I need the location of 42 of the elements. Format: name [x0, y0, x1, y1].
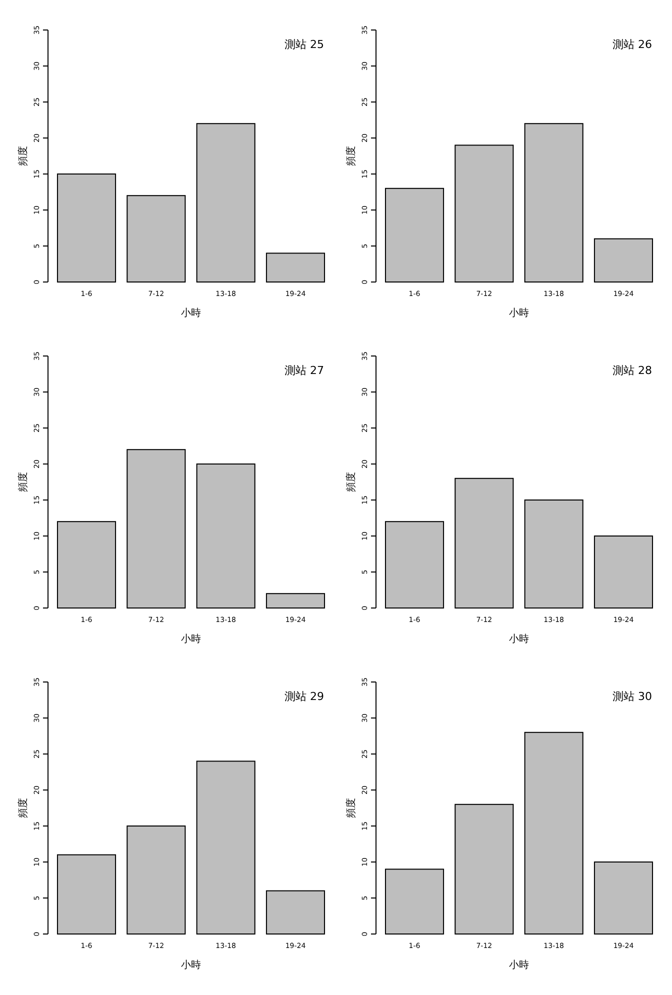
x-axis-title: 小時 — [181, 959, 201, 971]
y-axis-title: 頻度 — [345, 798, 357, 818]
x-axis-title: 小時 — [509, 633, 529, 645]
bar — [594, 238, 654, 282]
y-axis-title: 頻度 — [17, 472, 29, 492]
text: 測站 30 — [612, 690, 652, 703]
bar — [384, 868, 444, 934]
bar — [454, 478, 514, 608]
y-axis-title: 頻度 — [345, 146, 357, 166]
text: 測站 26 — [612, 38, 652, 51]
bar — [524, 732, 584, 934]
text: 測站 29 — [284, 690, 324, 703]
bar — [524, 123, 584, 282]
bar — [266, 252, 326, 282]
bar — [454, 804, 514, 934]
bar — [126, 826, 186, 934]
bar — [454, 144, 514, 282]
bar — [384, 521, 444, 608]
bar — [384, 188, 444, 282]
x-axis-title: 小時 — [181, 633, 201, 645]
y-axis-title: 頻度 — [17, 798, 29, 818]
bar — [266, 593, 326, 608]
y-axis-title: 頻度 — [17, 146, 29, 166]
text: 測站 25 — [284, 38, 324, 51]
bar — [594, 862, 654, 934]
text: 測站 28 — [612, 364, 652, 377]
y-axis-title: 頻度 — [345, 472, 357, 492]
x-axis-title: 小時 — [509, 307, 529, 319]
bar — [524, 500, 584, 608]
x-axis-title: 小時 — [181, 307, 201, 319]
x-axis-title: 小時 — [509, 959, 529, 971]
bar — [266, 890, 326, 934]
bar — [56, 854, 116, 934]
bar — [126, 195, 186, 282]
bar — [196, 760, 256, 934]
bar — [56, 521, 116, 608]
bar — [126, 449, 186, 608]
bar — [196, 123, 256, 282]
text: 測站 27 — [284, 364, 324, 377]
bar — [196, 464, 256, 608]
bar — [594, 536, 654, 608]
bar — [56, 174, 116, 282]
